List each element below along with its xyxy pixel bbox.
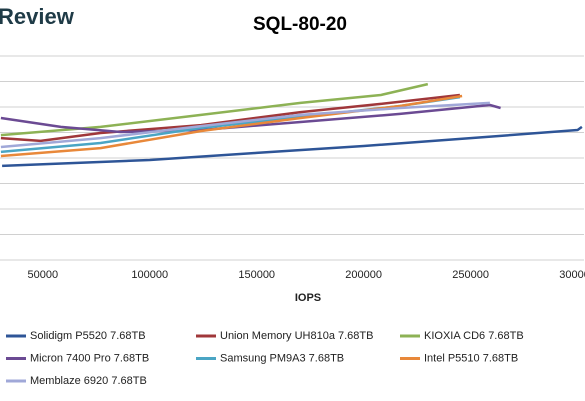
x-tick-label: 200000 bbox=[345, 269, 382, 281]
x-tick-label: 300000 bbox=[559, 269, 585, 281]
legend-label: Samsung PM9A3 7.68TB bbox=[220, 352, 344, 364]
series-line bbox=[0, 101, 490, 149]
legend-label: Union Memory UH810a 7.68TB bbox=[220, 330, 373, 342]
legend-label: Memblaze 6920 7.68TB bbox=[30, 375, 147, 387]
chart-title: SQL-80-20 bbox=[253, 14, 347, 35]
brand-logo: Review bbox=[0, 4, 75, 29]
x-tick-label: 100000 bbox=[131, 269, 168, 281]
series-line bbox=[0, 94, 463, 158]
x-tick-label: 50000 bbox=[27, 269, 58, 281]
series-line bbox=[0, 93, 461, 143]
x-tick-label: 250000 bbox=[452, 269, 489, 281]
series-line bbox=[0, 103, 501, 134]
series-line bbox=[2, 125, 583, 168]
x-axis-title: IOPS bbox=[295, 292, 321, 304]
legend-label: Micron 7400 Pro 7.68TB bbox=[30, 352, 149, 364]
legend-label: Intel P5510 7.68TB bbox=[424, 352, 518, 364]
legend-label: KIOXIA CD6 7.68TB bbox=[424, 330, 524, 342]
x-tick-label: 150000 bbox=[238, 269, 275, 281]
legend-label: Solidigm P5520 7.68TB bbox=[30, 330, 146, 342]
